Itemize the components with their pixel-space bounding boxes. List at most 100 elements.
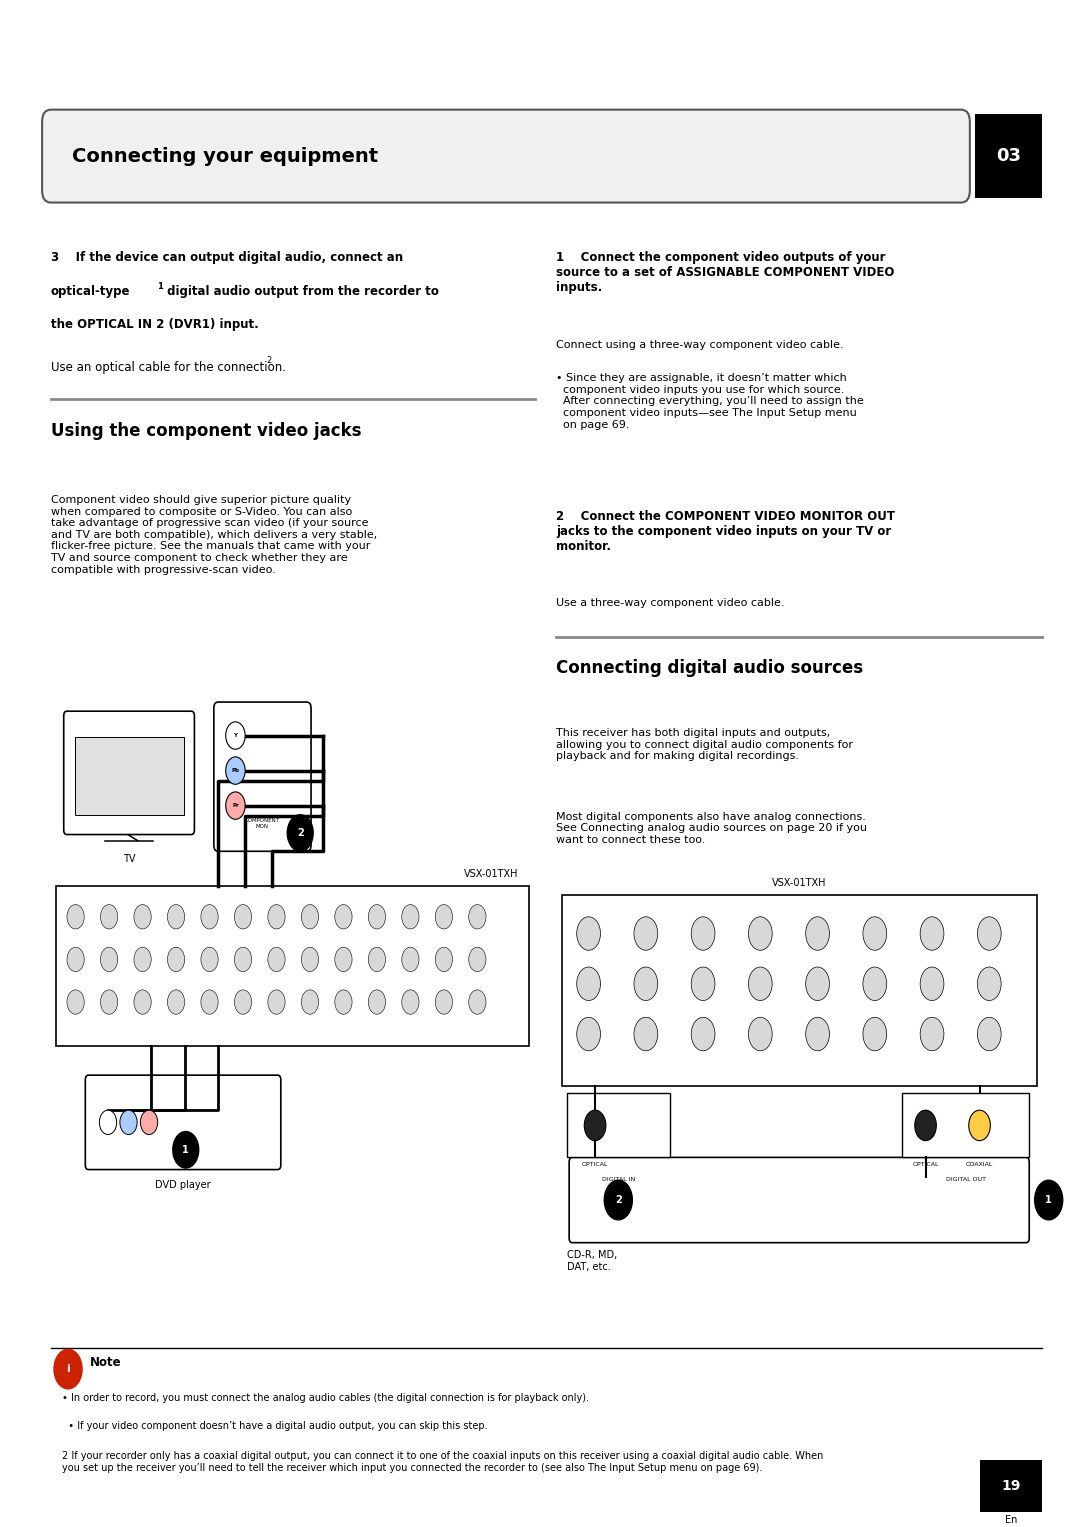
FancyBboxPatch shape: [42, 110, 970, 203]
Text: 1: 1: [1045, 1196, 1052, 1205]
Circle shape: [806, 967, 829, 1000]
Circle shape: [54, 1350, 82, 1390]
Circle shape: [806, 1017, 829, 1051]
Text: Component video should give superior picture quality
when compared to composite : Component video should give superior pic…: [51, 495, 377, 574]
Circle shape: [969, 1110, 990, 1141]
FancyBboxPatch shape: [85, 1075, 281, 1170]
Text: TV: TV: [123, 854, 135, 864]
Circle shape: [167, 989, 185, 1014]
Circle shape: [335, 904, 352, 928]
Circle shape: [268, 989, 285, 1014]
Text: Y: Y: [233, 733, 238, 738]
Bar: [562, 895, 1037, 1086]
Text: VSX-01TXH: VSX-01TXH: [772, 878, 826, 887]
Circle shape: [167, 947, 185, 971]
Text: VSX-01TXH: VSX-01TXH: [464, 869, 518, 878]
Circle shape: [335, 947, 352, 971]
Text: Pb: Pb: [231, 768, 240, 773]
Circle shape: [435, 904, 453, 928]
Text: 1    Connect the component video outputs of your
source to a set of ASSIGNABLE C: 1 Connect the component video outputs of…: [556, 252, 894, 295]
Circle shape: [577, 967, 600, 1000]
Circle shape: [134, 989, 151, 1014]
Circle shape: [402, 989, 419, 1014]
Circle shape: [920, 1017, 944, 1051]
Text: 3    If the device can output digital audio, connect an: 3 If the device can output digital audio…: [51, 252, 403, 264]
Circle shape: [469, 904, 486, 928]
Circle shape: [301, 904, 319, 928]
Text: • In order to record, you must connect the analog audio cables (the digital conn: • In order to record, you must connect t…: [62, 1394, 589, 1403]
Circle shape: [335, 989, 352, 1014]
Text: Connect using a three-way component video cable.: Connect using a three-way component vide…: [556, 339, 843, 350]
Circle shape: [435, 947, 453, 971]
Circle shape: [748, 1017, 772, 1051]
Circle shape: [915, 1110, 936, 1141]
Circle shape: [234, 904, 252, 928]
Circle shape: [863, 1017, 887, 1051]
Circle shape: [435, 989, 453, 1014]
Circle shape: [287, 815, 313, 851]
Bar: [975, 115, 1042, 199]
Circle shape: [226, 722, 245, 750]
Text: OPTICAL: OPTICAL: [913, 1162, 939, 1167]
Text: COAXIAL: COAXIAL: [966, 1162, 994, 1167]
Text: Most digital components also have analog connections.
See Connecting analog audi: Most digital components also have analog…: [556, 812, 867, 844]
Circle shape: [67, 904, 84, 928]
Text: 2    Connect the COMPONENT VIDEO MONITOR OUT
jacks to the component video inputs: 2 Connect the COMPONENT VIDEO MONITOR OU…: [556, 510, 895, 553]
Text: DIGITAL OUT: DIGITAL OUT: [945, 1177, 986, 1182]
Circle shape: [920, 967, 944, 1000]
Circle shape: [691, 1017, 715, 1051]
Text: OPTICAL: OPTICAL: [582, 1162, 608, 1167]
Circle shape: [368, 947, 386, 971]
Text: CD-R, MD,
DAT, etc.: CD-R, MD, DAT, etc.: [567, 1251, 618, 1272]
Text: 19: 19: [1001, 1480, 1021, 1493]
Text: Connecting your equipment: Connecting your equipment: [72, 147, 378, 165]
Circle shape: [234, 947, 252, 971]
Circle shape: [100, 989, 118, 1014]
Circle shape: [268, 947, 285, 971]
Circle shape: [67, 947, 84, 971]
Text: 2: 2: [297, 828, 303, 838]
Circle shape: [920, 916, 944, 950]
Circle shape: [134, 947, 151, 971]
Text: Pr: Pr: [232, 803, 239, 808]
FancyBboxPatch shape: [64, 712, 194, 835]
Circle shape: [748, 916, 772, 950]
Circle shape: [201, 947, 218, 971]
Circle shape: [226, 793, 245, 820]
Text: Connecting digital audio sources: Connecting digital audio sources: [556, 660, 863, 678]
Text: digital audio output from the recorder to: digital audio output from the recorder t…: [163, 284, 438, 298]
Circle shape: [201, 989, 218, 1014]
Text: COMPONENT
MON: COMPONENT MON: [245, 818, 280, 829]
Text: Use an optical cable for the connection.: Use an optical cable for the connection.: [51, 360, 286, 374]
Circle shape: [691, 967, 715, 1000]
Circle shape: [301, 989, 319, 1014]
Bar: [75, 738, 184, 815]
Text: • Since they are assignable, it doesn’t matter which
  component video inputs yo: • Since they are assignable, it doesn’t …: [556, 373, 864, 429]
Circle shape: [134, 904, 151, 928]
Text: Use a three-way component video cable.: Use a three-way component video cable.: [556, 599, 785, 608]
Text: 2: 2: [615, 1196, 622, 1205]
Circle shape: [469, 947, 486, 971]
Circle shape: [99, 1110, 117, 1135]
Circle shape: [301, 947, 319, 971]
Circle shape: [863, 916, 887, 950]
Circle shape: [634, 1017, 658, 1051]
Circle shape: [584, 1110, 606, 1141]
Circle shape: [469, 989, 486, 1014]
Circle shape: [634, 967, 658, 1000]
Text: the OPTICAL IN 2 (DVR1) input.: the OPTICAL IN 2 (DVR1) input.: [51, 318, 258, 331]
Text: 2: 2: [267, 356, 272, 365]
Bar: [567, 1093, 670, 1157]
Circle shape: [234, 989, 252, 1014]
Circle shape: [977, 1017, 1001, 1051]
Text: This receiver has both digital inputs and outputs,
allowing you to connect digit: This receiver has both digital inputs an…: [556, 728, 853, 760]
Text: 2 If your recorder only has a coaxial digital output, you can connect it to one : 2 If your recorder only has a coaxial di…: [62, 1451, 823, 1474]
Circle shape: [120, 1110, 137, 1135]
Circle shape: [691, 916, 715, 950]
Circle shape: [201, 904, 218, 928]
Circle shape: [402, 947, 419, 971]
Bar: [902, 1093, 1029, 1157]
Circle shape: [173, 1132, 199, 1168]
Circle shape: [605, 1180, 632, 1220]
Text: En: En: [1004, 1515, 1017, 1525]
